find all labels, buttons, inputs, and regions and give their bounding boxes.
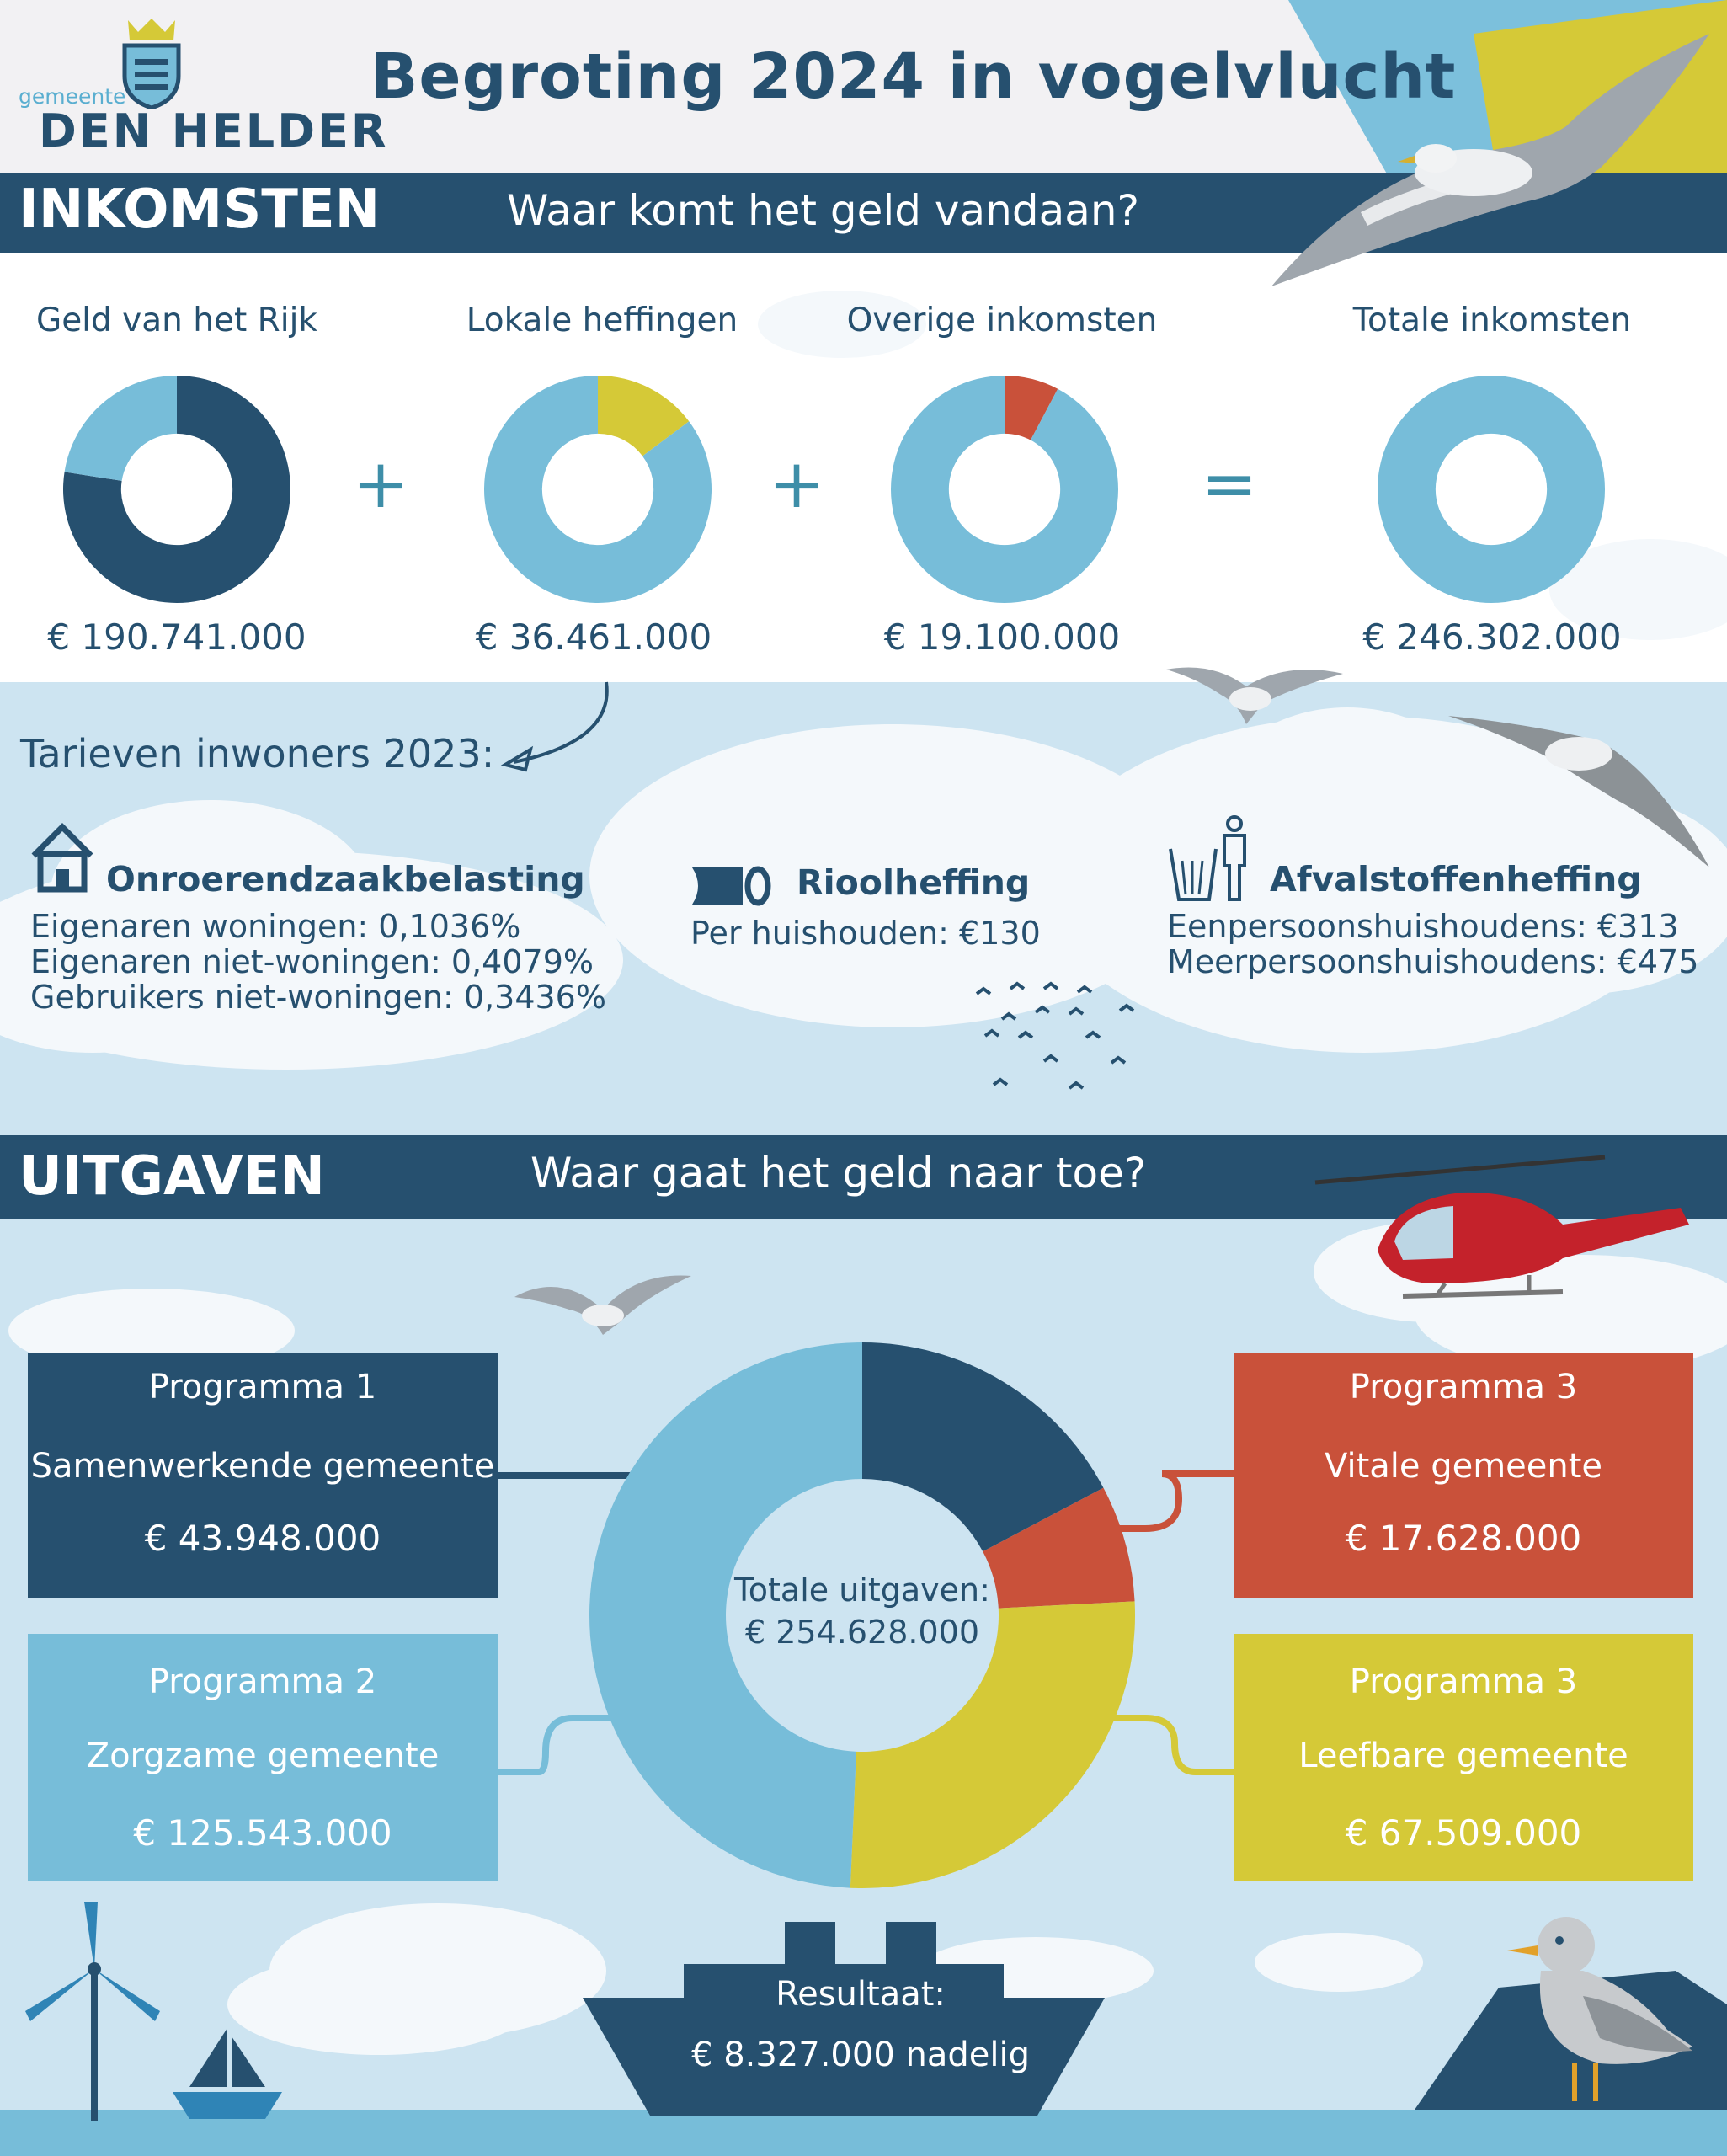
page-title: Begroting 2024 in vogelvlucht [370, 40, 1457, 113]
bird-flock-icon [975, 981, 1135, 1090]
donut-slice-zorgzame [589, 1342, 862, 1888]
program-label: Programma 1 [148, 1368, 377, 1406]
program-name: Vitale gemeente [1324, 1447, 1603, 1486]
program-box-2: Programma 2 Zorgzame gemeente € 125.543.… [28, 1634, 498, 1881]
result-amount: € 8.327.000 nadelig [691, 2036, 1030, 2074]
donut-slice-overige [1005, 376, 1058, 440]
ozb-line: Eigenaren woningen: 0,1036% [30, 908, 521, 945]
shield-crest-icon [122, 19, 181, 109]
program-box-1: Programma 1 Samenwerkende gemeente € 43.… [28, 1353, 498, 1598]
program-amount: € 125.543.000 [133, 1812, 392, 1854]
donut-slice-samenwerkende [862, 1342, 1104, 1552]
expense-section-subtitle: Waar gaat het geld naar toe? [530, 1149, 1147, 1198]
ozb-line: Gebruikers niet-woningen: 0,3436% [30, 979, 606, 1016]
helicopter-icon [1314, 1155, 1689, 1299]
income-amount-heffingen: € 36.461.000 [475, 616, 712, 658]
program-label: Programma 2 [148, 1662, 377, 1701]
seagull-icon [514, 1275, 691, 1335]
expense-donut-chart [589, 1342, 1135, 1888]
program-box-leefbaar: Programma 3 Leefbare gemeente € 67.509.0… [1234, 1634, 1693, 1881]
trash-bin-icon [1169, 815, 1246, 901]
donut-slice-rest [64, 376, 177, 481]
income-label-heffingen: Lokale heffingen [466, 302, 738, 339]
result-label: Resultaat: [776, 1975, 946, 2014]
income-amount-totaal: € 246.302.000 [1362, 616, 1622, 658]
riool-line: Per huishouden: €130 [690, 915, 1041, 952]
donut-slice-rest [484, 376, 712, 603]
tariffs-heading: Tarieven inwoners 2023: [20, 731, 495, 776]
ozb-line: Eigenaren niet-woningen: 0,4079% [30, 943, 594, 980]
logo-name: DEN HELDER [39, 104, 389, 157]
income-amount-overige: € 19.100.000 [883, 616, 1121, 658]
seagull-standing-icon [1507, 1917, 1692, 2101]
riool-title: Rioolheffing [797, 862, 1031, 903]
donut-chart-overige [891, 376, 1118, 603]
donut-chart-rijk [63, 376, 290, 603]
donut-slice-vitale [983, 1487, 1135, 1609]
donut-slice-rest [891, 376, 1118, 603]
seagull-icon [1271, 34, 1709, 286]
income-section-subtitle: Waar komt het geld vandaan? [507, 186, 1140, 235]
program-name: Samenwerkende gemeente [30, 1447, 495, 1486]
expense-section-title: UITGAVEN [19, 1145, 325, 1208]
donut-slice-rijk [63, 376, 290, 603]
ship-icon [583, 1922, 1105, 2116]
afval-line: Meerpersoonshuishoudens: €475 [1167, 943, 1699, 980]
afval-line: Eenpersoonshuishoudens: €313 [1167, 908, 1679, 945]
house-icon [31, 823, 93, 893]
seagull-icon [1166, 667, 1343, 724]
income-label-totaal: Totale inkomsten [1352, 302, 1632, 339]
program-amount: € 67.509.000 [1345, 1812, 1582, 1854]
donut-chart-heffingen [484, 376, 712, 603]
ozb-title: Onroerendzaakbelasting [106, 859, 585, 899]
income-label-rijk: Geld van het Rijk [35, 302, 318, 339]
plus-sign: + [352, 445, 409, 523]
afval-title: Afvalstoffenheffing [1270, 859, 1642, 899]
income-section-title: INKOMSTEN [19, 179, 381, 241]
program-name: Leefbare gemeente [1298, 1737, 1628, 1775]
pipe-icon [692, 866, 771, 906]
seagull-icon [1448, 716, 1709, 867]
income-amount-rijk: € 190.741.000 [47, 616, 306, 658]
donut-slice-totaal [1378, 376, 1605, 603]
cloud-group [0, 291, 1727, 2055]
sailboat-icon [173, 2028, 282, 2119]
program-label: Programma 3 [1349, 1662, 1578, 1701]
program-box-vitaal: Programma 3 Vitale gemeente € 17.628.000 [1234, 1353, 1693, 1598]
income-label-overige: Overige inkomsten [846, 302, 1158, 339]
logo-small-text: gemeente [19, 84, 126, 109]
program-amount: € 43.948.000 [144, 1518, 381, 1559]
equals-sign: = [1201, 445, 1258, 523]
wind-turbine-icon [25, 1902, 160, 2121]
program-label: Programma 3 [1349, 1368, 1578, 1406]
donut-slice-leefbare [850, 1601, 1135, 1888]
program-amount: € 17.628.000 [1345, 1518, 1582, 1559]
plus-sign: + [768, 445, 825, 523]
arrow-icon [500, 681, 609, 772]
donut-slice-heffingen [598, 376, 690, 456]
donut-chart-totaal [1378, 376, 1605, 603]
expense-total-amount: € 254.628.000 [744, 1614, 979, 1651]
program-name: Zorgzame gemeente [86, 1737, 440, 1775]
expense-total-label: Totale uitgaven: [734, 1572, 990, 1609]
